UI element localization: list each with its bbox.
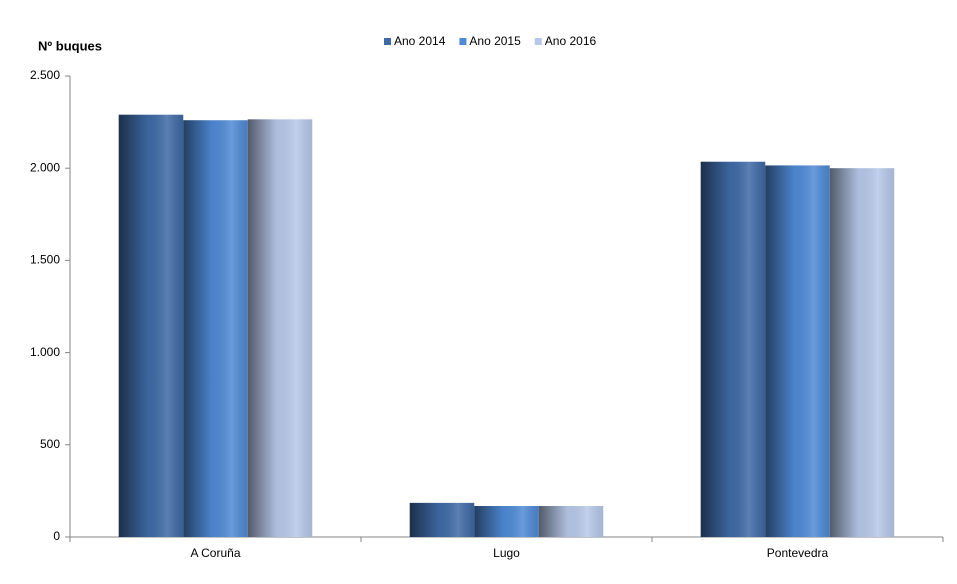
legend-label: Ano 2016 [545,34,597,48]
bar [538,506,604,537]
y-tick-label: 1.000 [30,345,60,359]
legend-swatch [534,38,542,45]
bar [118,114,184,537]
y-tick-label: 2.000 [30,160,60,174]
bar [247,119,313,538]
bar [829,168,895,537]
x-tick-label: Pontevedra [767,546,829,560]
legend-swatch [459,38,467,45]
y-tick-label: 1.500 [30,253,60,267]
bar [474,506,539,537]
y-tick-label: 2.500 [30,68,60,82]
legend-label: Ano 2015 [469,34,521,48]
bar [700,161,766,537]
bar [409,502,475,537]
x-tick-label: A Coruña [190,546,240,560]
bar [765,165,830,537]
bar [183,120,248,538]
legend-swatch [384,38,391,45]
legend-label: Ano 2014 [394,34,446,48]
y-tick-label: 0 [53,529,60,543]
y-axis-label: Nº buques [38,38,102,53]
x-tick-label: Lugo [493,546,520,560]
y-tick-label: 500 [40,437,60,451]
